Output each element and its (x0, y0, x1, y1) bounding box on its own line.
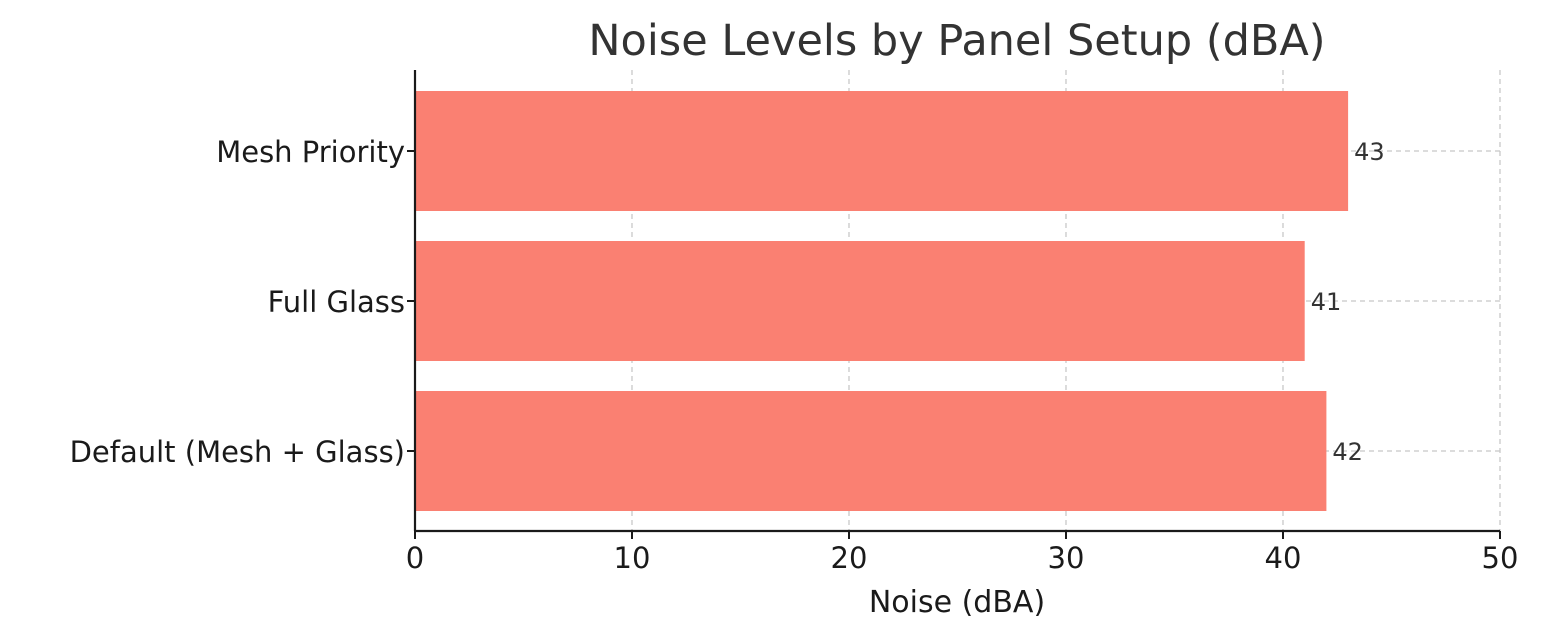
bars-layer (415, 91, 1349, 511)
x-tick-label: 40 (1265, 541, 1302, 575)
bar (415, 91, 1349, 211)
x-tick-label: 0 (406, 541, 424, 575)
x-tick-label: 50 (1482, 541, 1519, 575)
data-labels-layer: 42 41 43 (1311, 138, 1385, 466)
y-tick-label: Full Glass (268, 285, 405, 319)
data-label: 43 (1354, 138, 1385, 166)
x-tick-label: 20 (831, 541, 868, 575)
x-tick-label: 30 (1048, 541, 1085, 575)
ticks-layer: 0 10 20 30 40 50 Default (Mesh + Glass) Full Gl… (70, 135, 1519, 575)
data-label: 42 (1332, 438, 1363, 466)
y-tick-label: Mesh Priority (216, 135, 405, 169)
chart-title: Noise Levels by Panel Setup (dBA) (588, 16, 1325, 66)
x-axis-label: Noise (dBA) (869, 585, 1045, 620)
data-label: 41 (1311, 288, 1342, 316)
x-tick-label: 10 (614, 541, 651, 575)
bar (415, 241, 1305, 361)
y-tick-label: Default (Mesh + Glass) (70, 435, 405, 469)
bar (415, 391, 1327, 511)
